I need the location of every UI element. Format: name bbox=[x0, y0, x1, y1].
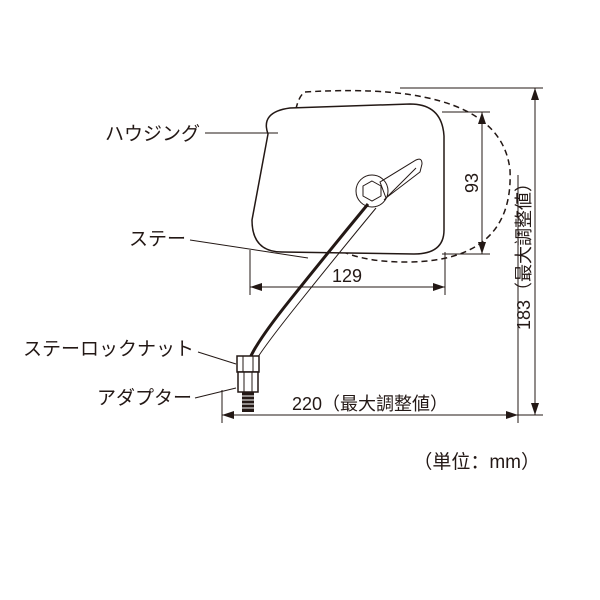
dim-height-93-value: 93 bbox=[462, 173, 482, 193]
dim-width-220-value: 220（最大調整値） bbox=[292, 394, 448, 414]
label-adapter: アダプター bbox=[97, 387, 192, 409]
stay-lock-nut bbox=[237, 356, 259, 372]
leader-adapter: アダプター bbox=[97, 387, 236, 409]
mirror-diagram: 129 93 220（最大調整値） 183（最大調整値） ハウジング ステー bbox=[0, 0, 600, 600]
label-locknut: ステーロックナット bbox=[23, 338, 194, 360]
dim-width-129: 129 bbox=[250, 250, 445, 295]
adapter-body bbox=[238, 372, 258, 392]
label-housing: ハウジング bbox=[105, 123, 200, 145]
unit-note: （単位：mm） bbox=[413, 451, 540, 473]
dim-height-183-value: 183（最大調整値） bbox=[514, 174, 534, 330]
dim-width-129-value: 129 bbox=[332, 266, 362, 286]
leader-housing: ハウジング bbox=[105, 123, 278, 145]
label-stay: ステー bbox=[129, 229, 186, 250]
housing-body bbox=[252, 104, 444, 254]
dim-height-93: 93 bbox=[442, 112, 490, 254]
threaded-tip bbox=[242, 392, 254, 412]
leader-locknut: ステーロックナット bbox=[23, 338, 236, 364]
